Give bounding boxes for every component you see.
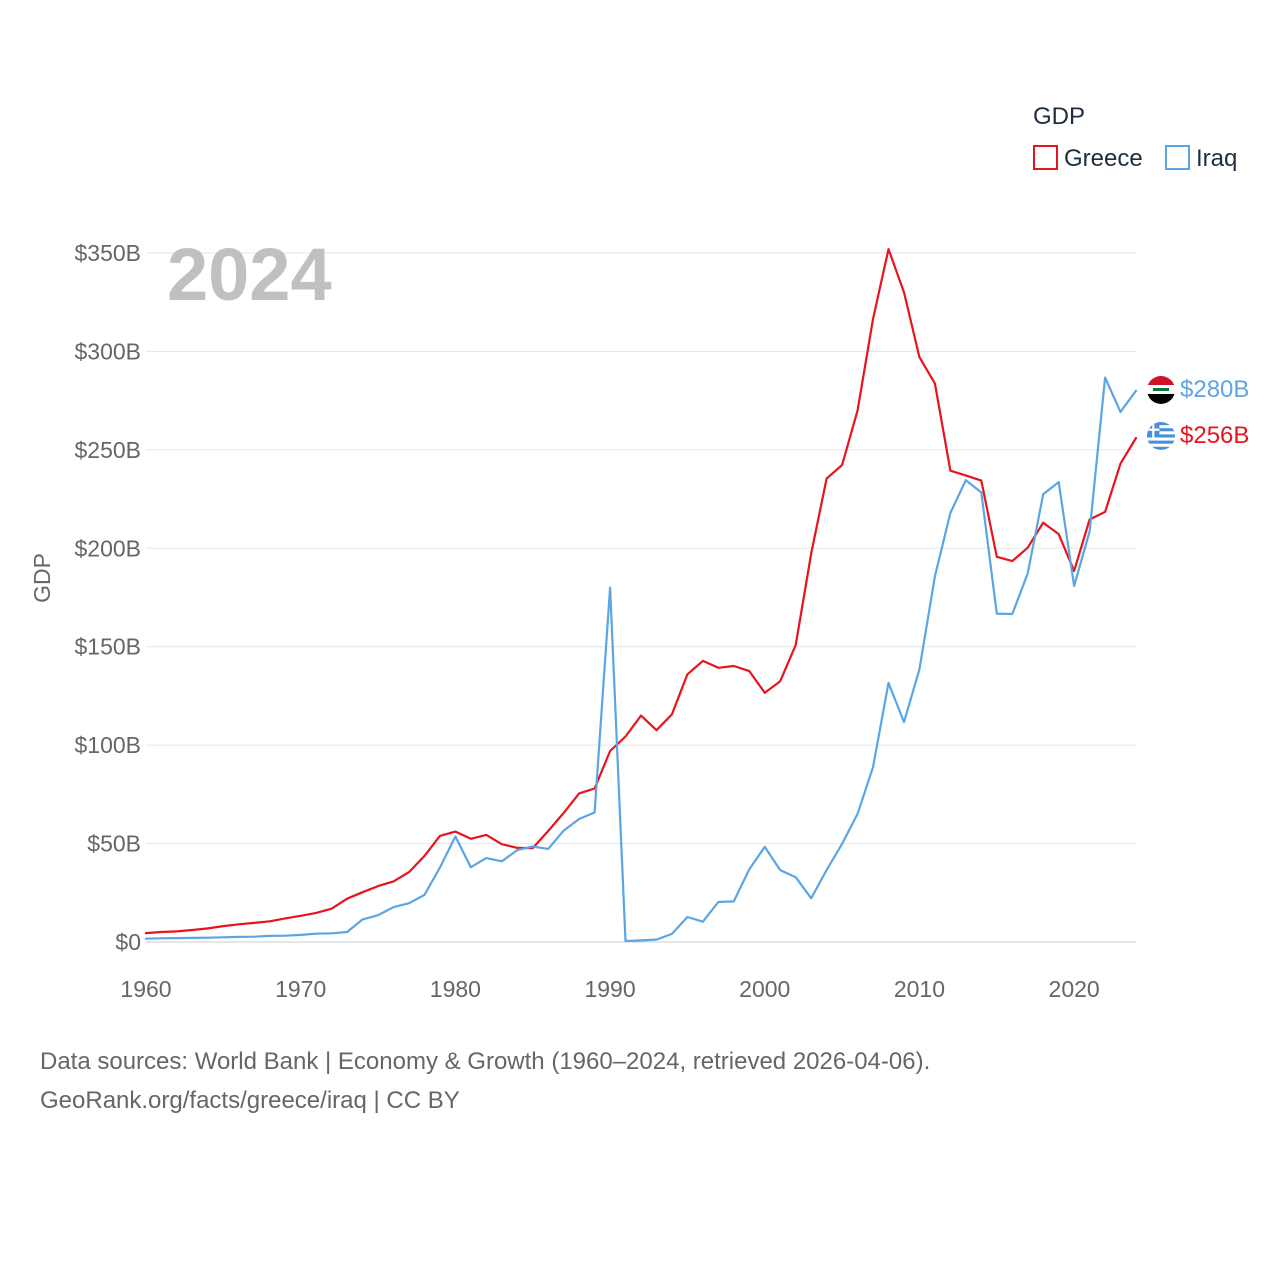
greece-end-value: $256B [1180, 422, 1249, 449]
year-watermark: 2024 [167, 233, 332, 316]
gridlines [146, 252, 1136, 943]
y-axis-title: GDP [29, 553, 55, 603]
x-tick-label: 1970 [275, 976, 326, 1002]
source-note: Data sources: World Bank | Economy & Gro… [40, 1042, 1240, 1120]
legend-swatch-greece[interactable] [1033, 145, 1058, 170]
greece-flag-icon [1147, 422, 1175, 450]
source-line-2: GeoRank.org/facts/greece/iraq | CC BY [40, 1087, 460, 1114]
x-tick-label: 2010 [894, 976, 945, 1002]
y-tick-label: $200B [74, 535, 141, 561]
series-line-iraq[interactable] [144, 376, 1138, 943]
y-tick-label: $50B [87, 831, 141, 857]
y-tick-label: $150B [74, 634, 141, 660]
x-tick-label: 1960 [120, 976, 171, 1002]
legend-label-greece[interactable]: Greece [1064, 145, 1143, 172]
x-tick-label: 2000 [739, 976, 790, 1002]
y-tick-label: $0 [115, 929, 141, 955]
iraq-end-value: $280B [1180, 376, 1249, 403]
y-axis-ticks: $0 $50B $100B $150B $200B $250B $300B $350B [74, 240, 141, 955]
legend: GDP Greece Iraq [1033, 103, 1237, 172]
x-tick-label: 1980 [430, 976, 481, 1002]
source-line-1: Data sources: World Bank | Economy & Gro… [40, 1048, 931, 1075]
y-tick-label: $250B [74, 437, 141, 463]
series-lines [144, 248, 1138, 943]
x-tick-label: 1990 [584, 976, 635, 1002]
iraq-end-marker: $280B [1147, 376, 1249, 404]
x-tick-label: 2020 [1049, 976, 1100, 1002]
iraq-flag-icon [1147, 376, 1175, 404]
legend-title: GDP [1033, 103, 1085, 130]
x-axis-ticks: 1960 1970 1980 1990 2000 2010 2020 [120, 976, 1099, 1002]
legend-swatch-iraq[interactable] [1165, 145, 1190, 170]
greece-end-marker: $256B [1147, 422, 1249, 450]
y-tick-label: $350B [74, 240, 141, 266]
y-tick-label: $100B [74, 732, 141, 758]
legend-label-iraq[interactable]: Iraq [1196, 145, 1237, 172]
series-line-greece[interactable] [144, 248, 1138, 935]
y-tick-label: $300B [74, 338, 141, 364]
